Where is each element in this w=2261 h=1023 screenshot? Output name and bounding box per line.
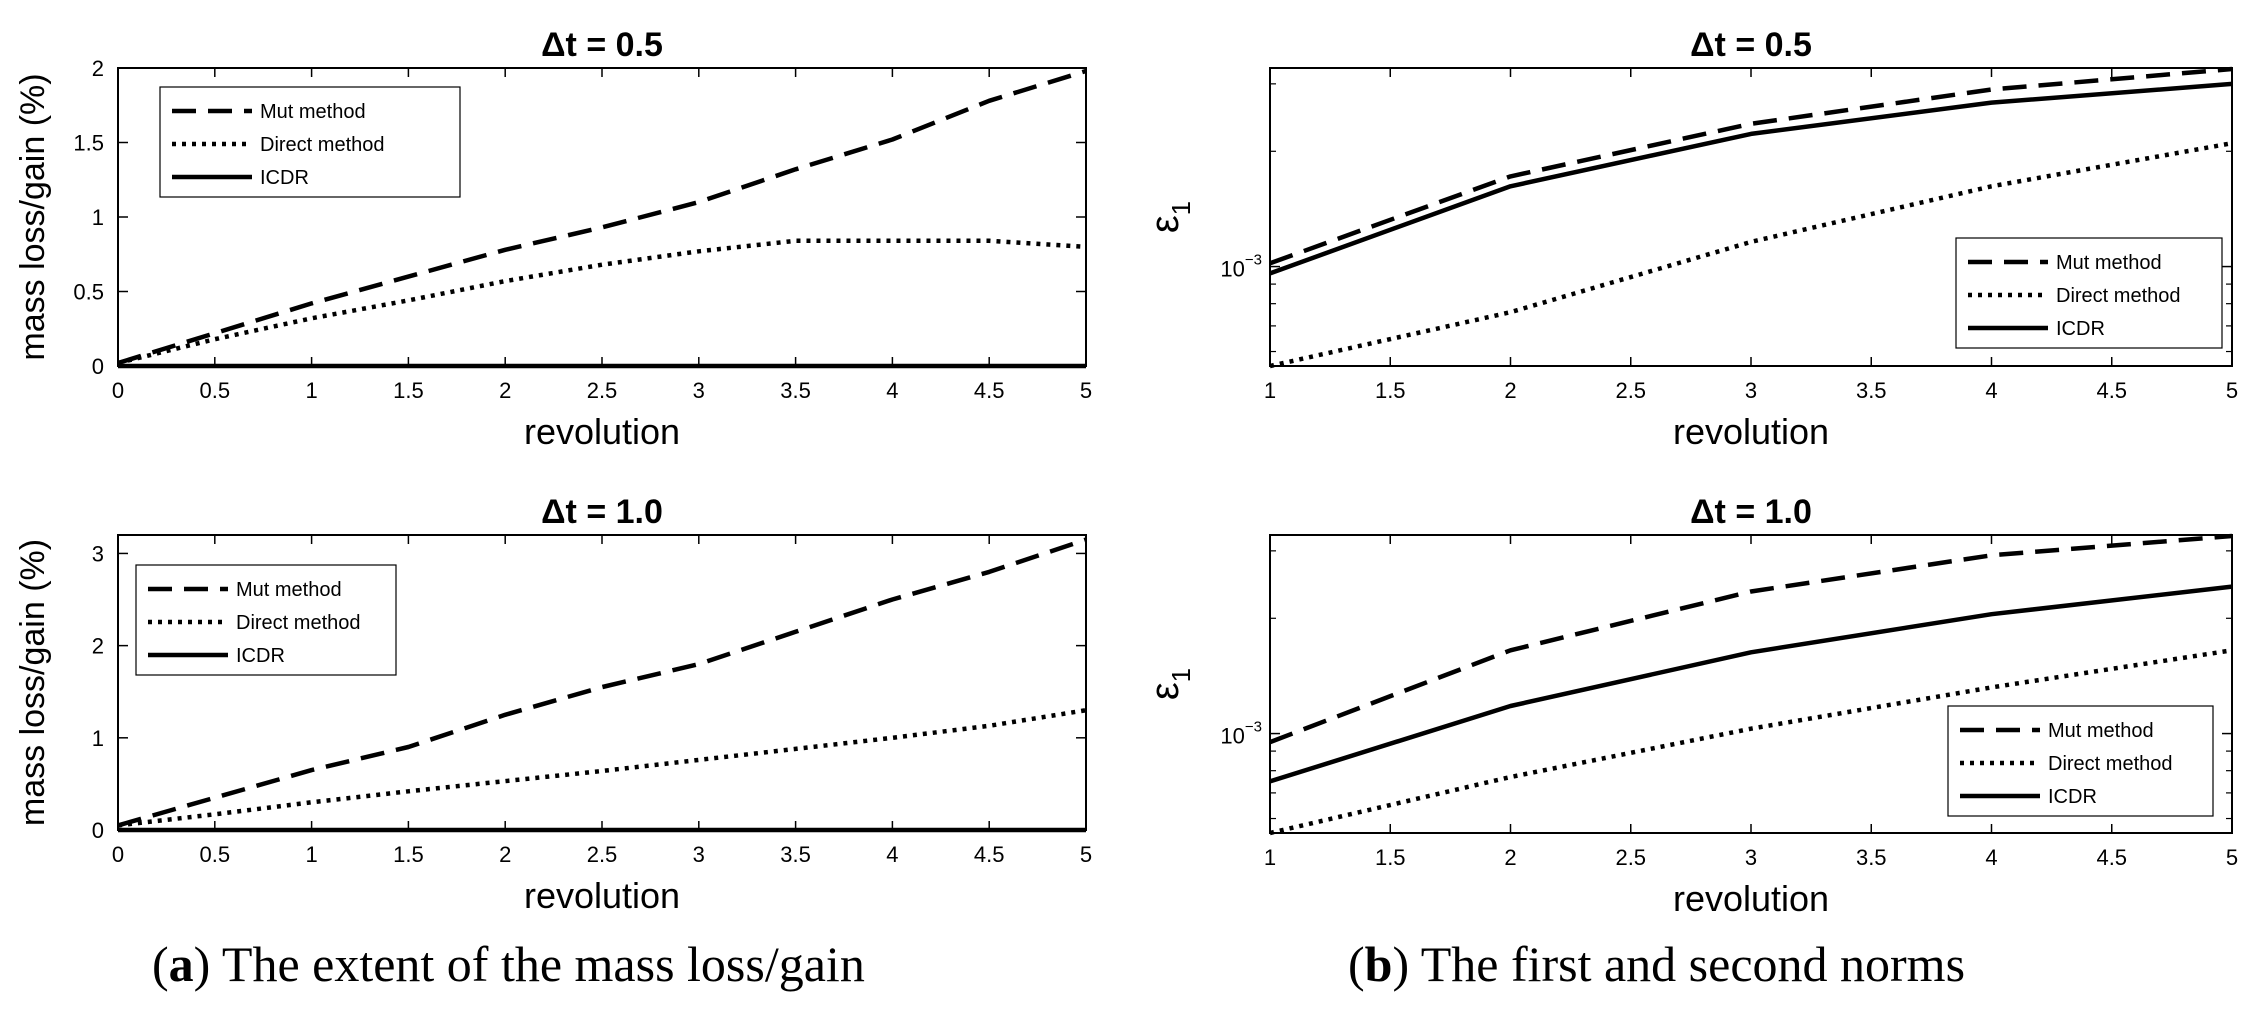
chart-2-xlabel: revolution [1673,411,1829,452]
chart-3-xtick-label: 4 [886,842,898,867]
chart-1-ylabel: mass loss/gain (%) [14,73,52,360]
chart-2-xtick-label: 3.5 [1856,378,1887,403]
caption-a: (a) The extent of the mass loss/gain [152,936,865,992]
chart-1-xtick-label: 1 [305,378,317,403]
chart-3-legend-label: Direct method [236,612,361,634]
chart-1-xtick-label: 3.5 [780,378,811,403]
chart-1-ytick-label: 0 [92,354,104,379]
chart-3-ytick-label: 1 [92,726,104,751]
chart-2-xtick-label: 5 [2226,378,2238,403]
chart-4-xlabel: revolution [1673,878,1829,919]
chart-4: Δt = 1.0 1 1.5 2 2.5 3 3.5 4 4.5 5 10−3 revolution ε… [1143,493,2238,919]
chart-1-xtick-label: 2.5 [587,378,618,403]
chart-1-xtick-label: 0 [112,378,124,403]
chart-2-ylabel: ε1 [1143,201,1196,233]
chart-2-xtick-label: 1 [1264,378,1276,403]
chart-3-xtick-label: 5 [1080,842,1092,867]
chart-1-xtick-label: 3 [693,378,705,403]
chart-4-xtick-label: 5 [2226,845,2238,870]
chart-2-legend-label: Mut method [2056,252,2162,274]
chart-4-axes-box [1269,534,2233,834]
chart-1-title: Δt = 0.5 [541,26,663,64]
chart-4-ytick-label: 10−3 [1220,719,1262,749]
chart-1-legend-label: Direct method [260,134,385,156]
chart-2-series-mut-method [1269,66,2233,266]
chart-4-legend-label: Mut method [2048,720,2154,742]
chart-3-xtick-label: 2 [499,842,511,867]
chart-1-xtick-label: 0.5 [200,378,231,403]
chart-2-xtick-label: 2.5 [1615,378,1646,403]
chart-3-xtick-label: 3.5 [780,842,811,867]
chart-1-xtick-label: 1.5 [393,378,424,403]
chart-4-xtick-label: 1.5 [1375,845,1406,870]
chart-1-ytick-label: 1.5 [73,131,104,156]
chart-4-legend-label: Direct method [2048,753,2173,775]
chart-1-xtick-label: 2 [499,378,511,403]
chart-3-legend-label: Mut method [236,579,342,601]
chart-3-xtick-label: 2.5 [587,842,618,867]
chart-4-legend-label: ICDR [2048,786,2097,808]
chart-3-xtick-label: 0.5 [200,842,231,867]
chart-1-xlabel: revolution [524,411,680,452]
chart-3-ytick-label: 3 [92,541,104,566]
chart-3-ytick-label: 0 [92,818,104,843]
chart-2: Δt = 0.5 1 1.5 2 2.5 3 3.5 4 4.5 5 10−3 revolution ε… [1143,26,2238,452]
chart-1-series-direct-method [117,238,1087,366]
chart-1-legend-label: Mut method [260,101,366,123]
chart-3-xtick-label: 0 [112,842,124,867]
chart-3-series-direct-method [117,707,1087,828]
chart-1-xtick-label: 4.5 [974,378,1005,403]
chart-1-series-mut-method [117,68,1087,366]
chart-4-ylabel: ε1 [1143,668,1196,700]
chart-2-series-icdr [1269,81,2233,276]
chart-1-legend-label: ICDR [260,167,309,189]
chart-3-ytick-label: 2 [92,634,104,659]
chart-4-series-direct-method [1269,648,2233,836]
chart-2-xtick-label: 1.5 [1375,378,1406,403]
chart-1-xtick-label: 4 [886,378,898,403]
chart-1-axes-box [117,67,1087,367]
chart-1-ytick-label: 1 [92,205,104,230]
chart-3-series-mut-method [117,537,1087,828]
caption-a-label: a [168,936,194,992]
chart-4-series-icdr [1269,584,2233,784]
chart-4-xtick-label: 2.5 [1615,845,1646,870]
chart-3: Δt = 1.0 0 0.5 1 1.5 2 2.5 3 3.5 4 4.5 5 0 1 2 3 revolut… [14,493,1092,916]
chart-3-xtick-label: 1.5 [393,842,424,867]
chart-4-xtick-label: 1 [1264,845,1276,870]
chart-3-xtick-label: 3 [693,842,705,867]
chart-2-xtick-label: 2 [1504,378,1516,403]
chart-1-ytick-label: 0.5 [73,280,104,305]
chart-3-ylabel: mass loss/gain (%) [14,539,52,826]
chart-4-xtick-label: 2 [1504,845,1516,870]
chart-3-xtick-label: 4.5 [974,842,1005,867]
chart-2-title: Δt = 0.5 [1690,26,1812,64]
chart-4-title: Δt = 1.0 [1690,493,1812,531]
chart-3-title: Δt = 1.0 [541,493,663,531]
chart-3-legend-label: ICDR [236,645,285,667]
chart-4-xtick-label: 4 [1985,845,1997,870]
chart-4-series-mut-method [1269,533,2233,745]
chart-3-xtick-label: 1 [305,842,317,867]
chart-1-xtick-label: 5 [1080,378,1092,403]
chart-2-legend-label: Direct method [2056,285,2181,307]
caption-b-text: ) The first and second norms [1392,936,1966,992]
chart-4-xtick-label: 4.5 [2096,845,2127,870]
chart-4-xtick-label: 3 [1745,845,1757,870]
chart-4-xtick-label: 3.5 [1856,845,1887,870]
chart-3-axes-box [117,534,1087,831]
chart-2-xtick-label: 3 [1745,378,1757,403]
chart-1-ytick-label: 2 [92,56,104,81]
chart-2-ytick-label: 10−3 [1220,252,1262,282]
caption-b: (b) The first and second norms [1348,936,1966,992]
chart-2-xtick-label: 4.5 [2096,378,2127,403]
caption-a-text: ) The extent of the mass loss/gain [193,936,865,992]
chart-3-xlabel: revolution [524,875,680,916]
chart-2-xtick-label: 4 [1985,378,1997,403]
chart-1: Δt = 0.5 0 0.5 1 1.5 2 2.5 3 3.5 4 4.5 5 0 0.5 1 1.5 2 re… [14,26,1092,452]
caption-b-label: b [1364,936,1393,992]
chart-2-legend-label: ICDR [2056,318,2105,340]
chart-2-axes-box [1269,67,2233,367]
